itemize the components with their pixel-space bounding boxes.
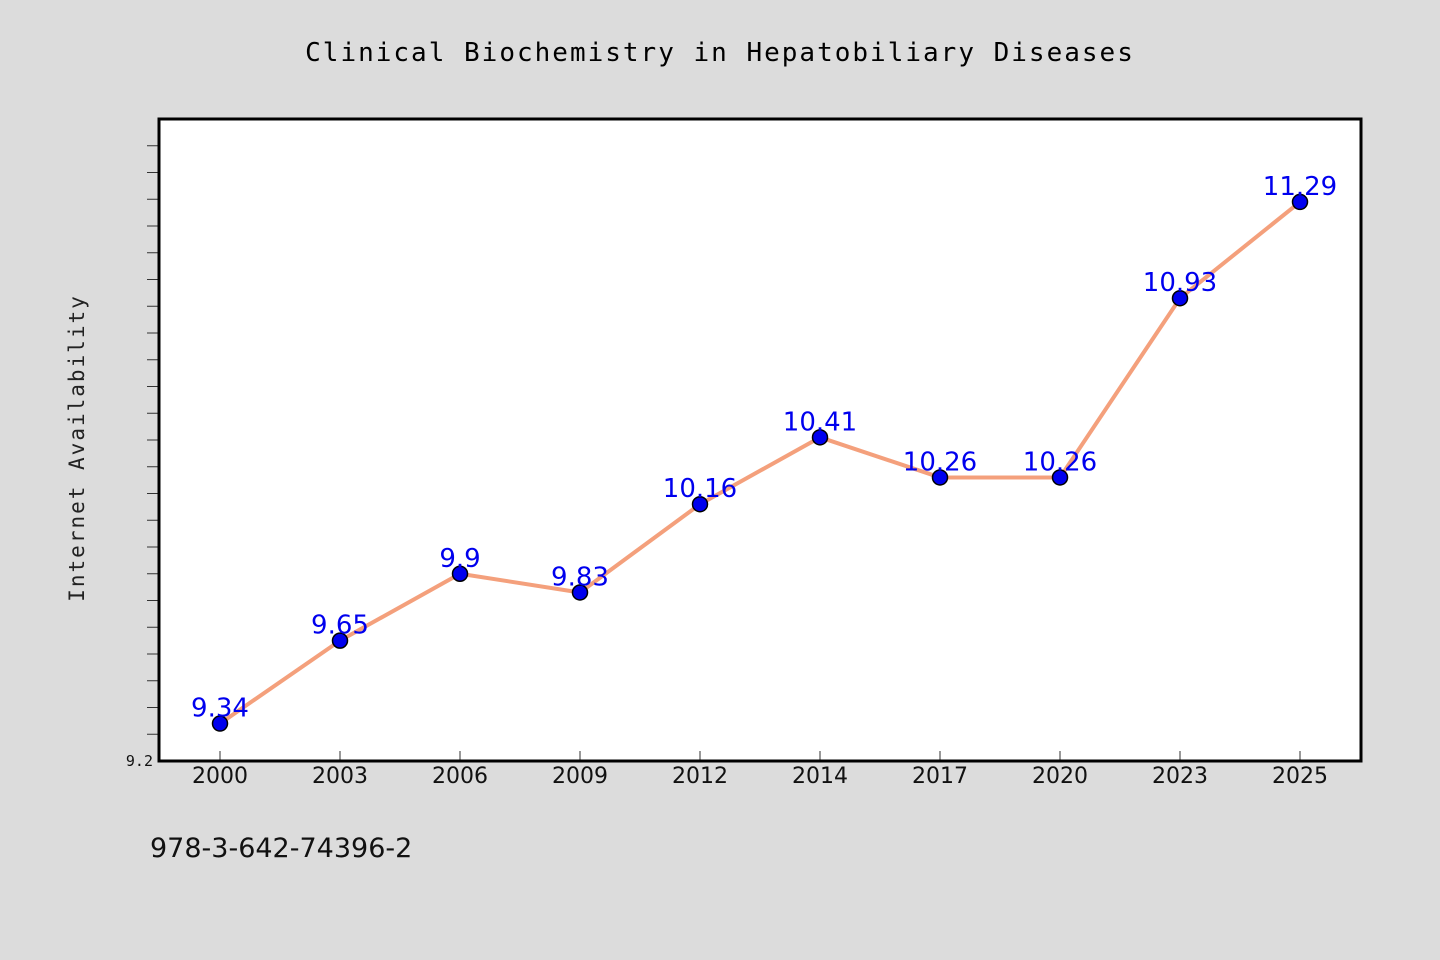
data-point bbox=[451, 565, 469, 582]
data-label: 10.41 bbox=[783, 407, 857, 437]
y-tick-label: 9.2 bbox=[126, 752, 153, 770]
data-label: 9.9 bbox=[439, 544, 480, 574]
data-label: 10.93 bbox=[1143, 268, 1217, 298]
data-point bbox=[931, 469, 949, 486]
data-point bbox=[331, 632, 349, 649]
data-label: 9.34 bbox=[191, 694, 249, 724]
y-axis-ticks: 9.2 bbox=[126, 145, 158, 770]
data-point bbox=[211, 715, 229, 732]
data-point bbox=[1051, 469, 1069, 486]
data-label: 9.83 bbox=[551, 562, 609, 592]
y-axis-label: Internet Availability bbox=[65, 294, 89, 602]
x-tick-label: 2020 bbox=[1032, 764, 1088, 789]
x-tick-label: 2014 bbox=[792, 764, 848, 789]
x-tick-label: 2003 bbox=[312, 764, 368, 789]
data-label: 10.26 bbox=[903, 447, 977, 477]
plot-area bbox=[159, 119, 1361, 761]
series-markers bbox=[211, 193, 1309, 732]
x-tick-label: 2017 bbox=[912, 764, 968, 789]
data-point bbox=[1291, 193, 1309, 211]
data-point bbox=[811, 429, 829, 446]
data-point bbox=[691, 495, 709, 513]
data-label: 9.65 bbox=[311, 611, 369, 641]
series-line-group bbox=[218, 199, 1302, 726]
x-tick-label: 2000 bbox=[192, 764, 248, 789]
data-label: 10.26 bbox=[1023, 447, 1097, 477]
x-tick-label: 2023 bbox=[1152, 764, 1208, 789]
x-tick-label: 2006 bbox=[432, 764, 488, 789]
data-point bbox=[1171, 289, 1189, 307]
x-tick-label: 2009 bbox=[552, 764, 608, 789]
footer-isbn: 978-3-642-74396-2 bbox=[150, 833, 413, 864]
data-point bbox=[571, 584, 589, 601]
data-labels: 9.34 9.65 9.9 9.83 10.16 10.41 10.26 10.26 10.93… bbox=[191, 172, 1337, 724]
x-axis-ticks: 2000 2003 2006 2009 2012 2014 2017 2020 2023 2025 bbox=[192, 751, 1328, 789]
data-label: 10.16 bbox=[663, 474, 737, 504]
chart-title: Clinical Biochemistry in Hepatobiliary D… bbox=[305, 38, 1135, 68]
x-tick-label: 2012 bbox=[672, 764, 728, 789]
plot-frame bbox=[157, 117, 1363, 763]
data-label: 11.29 bbox=[1263, 172, 1337, 202]
series-line bbox=[218, 199, 1302, 726]
x-tick-label: 2025 bbox=[1272, 764, 1328, 789]
